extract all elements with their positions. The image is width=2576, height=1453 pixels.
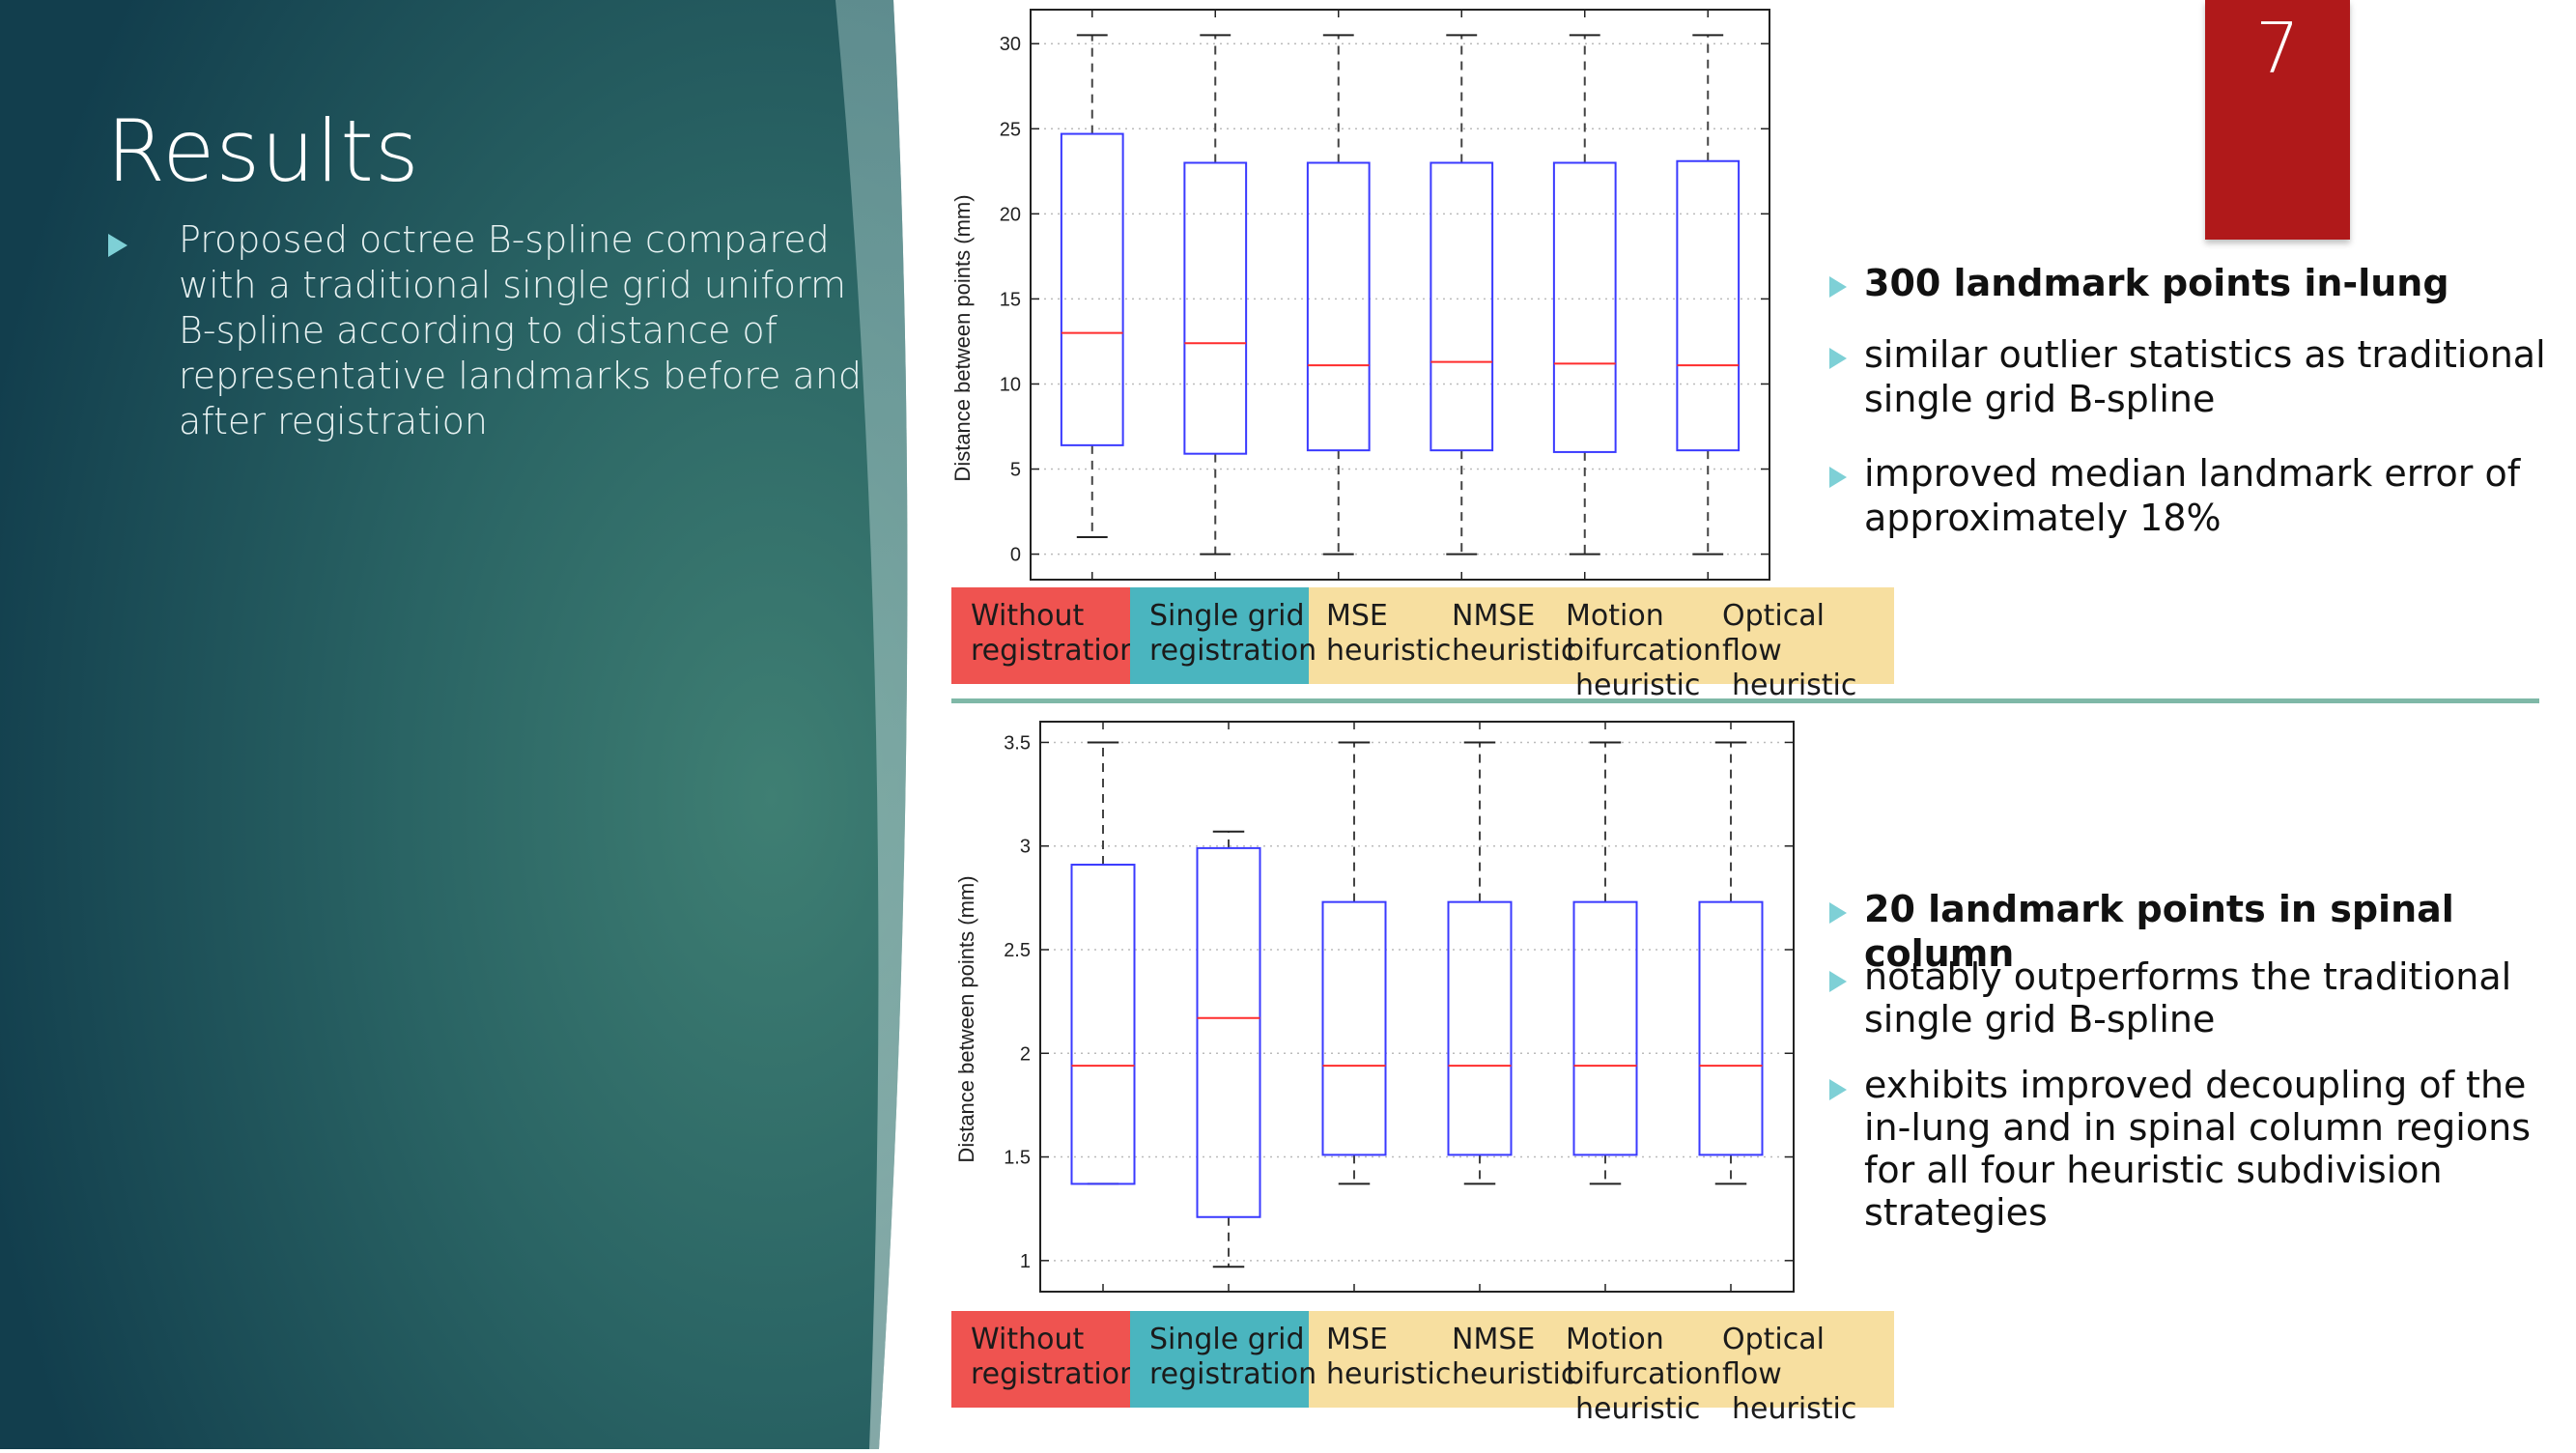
y-axis-label: Distance between points (mm) <box>950 194 975 481</box>
category-label-row-bottom: Without registration Single grid registr… <box>951 1311 1894 1426</box>
label-single-grid-registration: Single grid registration <box>1130 587 1317 684</box>
label-line: registration <box>971 1357 1139 1391</box>
landmark-distance-boxplot-spine: 1 1.5 2 2.5 3 3.5 Distance between points (mm) <box>954 721 1795 1293</box>
iqr-box <box>1306 161 1371 452</box>
label-line: Single grid <box>1149 1323 1305 1356</box>
label-nmse-heuristic: NMSE heuristic <box>1436 587 1577 684</box>
label-mse-heuristic: MSE heuristic <box>1309 1311 1452 1408</box>
label-without-registration: Without registration <box>951 1311 1139 1408</box>
bullet-icon <box>1829 971 1847 992</box>
label-line: heuristic <box>1326 1357 1452 1391</box>
y-tick-label: 25 <box>1000 119 1021 140</box>
label-line: bifurcation <box>1566 1357 1721 1391</box>
section-divider <box>951 698 2539 703</box>
label-line: registration <box>1149 634 1317 668</box>
label-line: Without <box>971 1323 1085 1356</box>
label-line: bifurcation <box>1566 634 1721 668</box>
label-line: Without <box>971 599 1085 633</box>
label-motion-bifurcation-heuristic: Motion bifurcation heuristic <box>1562 587 1722 702</box>
label-line: MSE <box>1326 599 1388 633</box>
label-line: Optical <box>1722 599 1825 633</box>
label-optical-flow-heuristic: Optical flow heuristic <box>1722 587 1894 702</box>
label-line: NMSE <box>1452 1323 1536 1356</box>
y-tick-label: 15 <box>1000 289 1021 310</box>
landmark-distance-boxplot-lung: 0 5 10 15 20 25 30 Distance between points (mm) <box>950 9 1770 581</box>
y-tick-label: 0 <box>1010 545 1021 566</box>
label-line: Optical <box>1722 1323 1825 1356</box>
label-single-grid-registration: Single grid registration <box>1130 1311 1317 1408</box>
label-line: flow <box>1722 1357 1782 1391</box>
label-line: heuristic <box>1732 1392 1857 1426</box>
label-line: flow <box>1722 634 1782 668</box>
y-tick-label: 3 <box>1020 837 1031 858</box>
label-line: heuristic <box>1452 1357 1577 1391</box>
plot-frame <box>1030 9 1770 581</box>
iqr-box <box>1676 159 1741 452</box>
label-motion-bifurcation-heuristic: Motion bifurcation heuristic <box>1562 1311 1722 1426</box>
y-axis-label: Distance between points (mm) <box>954 875 978 1162</box>
y-tick-label: 3.5 <box>1004 732 1031 754</box>
finding-item: similar outlier statistics as traditiona… <box>1864 333 2546 420</box>
y-tick-label: 5 <box>1010 460 1021 481</box>
iqr-box <box>1321 900 1387 1156</box>
iqr-box <box>1060 132 1124 446</box>
left-panel-background <box>0 0 908 1449</box>
bullet-icon <box>1829 902 1847 924</box>
y-tick-label: 20 <box>1000 204 1021 225</box>
finding-item: 20 landmark points in spinal column <box>1864 888 2454 975</box>
label-line: NMSE <box>1452 599 1536 633</box>
finding-item: improved median landmark error of approx… <box>1864 452 2521 539</box>
label-line: Motion <box>1566 599 1664 633</box>
iqr-box <box>1447 900 1513 1156</box>
label-line: heuristic <box>1575 669 1701 702</box>
iqr-box <box>1430 161 1494 452</box>
heuristic-label-background <box>1309 1311 1894 1408</box>
label-nmse-heuristic: NMSE heuristic <box>1436 1311 1577 1408</box>
page-number: 7 <box>2255 8 2300 89</box>
label-without-registration: Without registration <box>951 587 1139 684</box>
left-panel: Results Proposed octree B-spline compare… <box>0 0 966 1449</box>
label-line: heuristic <box>1732 669 1857 702</box>
bullet-icon <box>1829 348 1847 369</box>
y-tick-label: 2.5 <box>1004 940 1031 961</box>
label-line: registration <box>1149 1357 1317 1391</box>
y-tick-label: 2 <box>1020 1043 1031 1065</box>
label-optical-flow-heuristic: Optical flow heuristic <box>1722 1311 1894 1426</box>
label-line: MSE <box>1326 1323 1388 1356</box>
category-label-row-top: Without registration Single grid registr… <box>951 587 1894 702</box>
bullet-icon <box>108 234 127 257</box>
heuristic-label-background <box>1309 587 1894 684</box>
slide-title: Results <box>106 101 420 201</box>
page-number-badge: 7 <box>2205 0 2350 240</box>
label-line: Motion <box>1566 1323 1664 1356</box>
y-tick-label: 1.5 <box>1004 1148 1031 1169</box>
y-tick-label: 1 <box>1020 1251 1031 1272</box>
left-bullet-text: Proposed octree B-spline compared with a… <box>179 218 863 442</box>
bullet-icon <box>1829 1079 1847 1100</box>
plot-frame <box>1039 721 1795 1293</box>
y-tick-label: 10 <box>1000 374 1021 395</box>
bullet-icon <box>1829 467 1847 488</box>
bullet-icon <box>1829 276 1847 298</box>
iqr-box <box>1070 864 1136 1185</box>
finding-item: 300 landmark points in-lung <box>1864 262 2449 304</box>
iqr-box <box>1698 900 1764 1156</box>
label-mse-heuristic: MSE heuristic <box>1309 587 1452 684</box>
label-line: heuristic <box>1575 1392 1701 1426</box>
label-line: registration <box>971 634 1139 668</box>
finding-item: notably outperforms the traditional sing… <box>1864 955 2512 1040</box>
finding-item: exhibits improved decoupling of the in-l… <box>1864 1064 2531 1234</box>
y-tick-label: 30 <box>1000 34 1021 55</box>
label-line: heuristic <box>1452 634 1577 668</box>
iqr-box <box>1183 161 1248 455</box>
label-line: Single grid <box>1149 599 1305 633</box>
iqr-box <box>1196 846 1261 1218</box>
iqr-box <box>1572 900 1638 1156</box>
label-line: heuristic <box>1326 634 1452 668</box>
iqr-box <box>1552 161 1617 453</box>
